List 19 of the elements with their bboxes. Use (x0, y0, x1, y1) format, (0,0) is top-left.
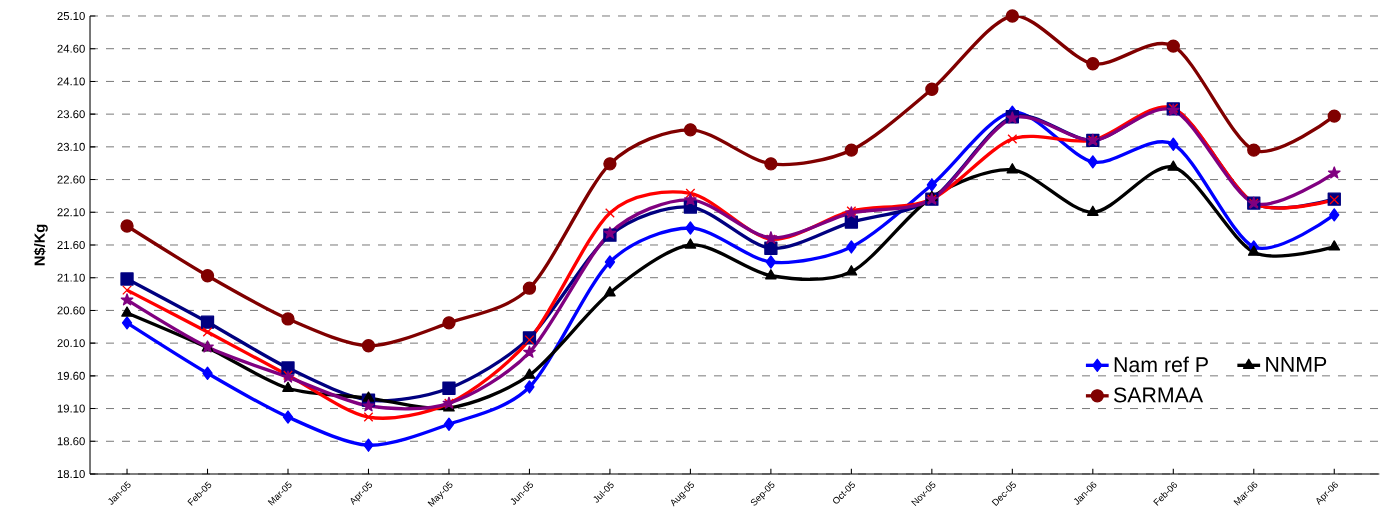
y-tick-label: 22.10 (57, 208, 85, 217)
legend-label: NNMP (1266, 356, 1327, 372)
y-tick-label: 24.60 (57, 44, 85, 53)
y-tick-label: 25.10 (57, 11, 85, 20)
y-tick-label: 23.60 (57, 110, 85, 119)
legend-label: SARMAA (1113, 387, 1204, 403)
y-tick-label: 18.60 (57, 437, 85, 446)
y-axis-title: N$/Kg (33, 224, 48, 266)
y-tick-label: 21.60 (57, 240, 85, 249)
y-tick-label: 21.10 (57, 273, 85, 282)
y-tick-label: 20.60 (57, 306, 85, 315)
y-tick-label: 24.10 (57, 77, 85, 86)
y-tick-label: 18.10 (57, 469, 85, 478)
legend-label: Nam ref P (1114, 356, 1208, 373)
y-tick-label: 19.10 (57, 404, 85, 413)
y-tick-label: 23.10 (57, 142, 85, 151)
y-tick-label: 20.10 (57, 339, 85, 348)
y-tick-label: 19.60 (57, 371, 85, 380)
y-tick-label: 22.60 (57, 175, 85, 184)
